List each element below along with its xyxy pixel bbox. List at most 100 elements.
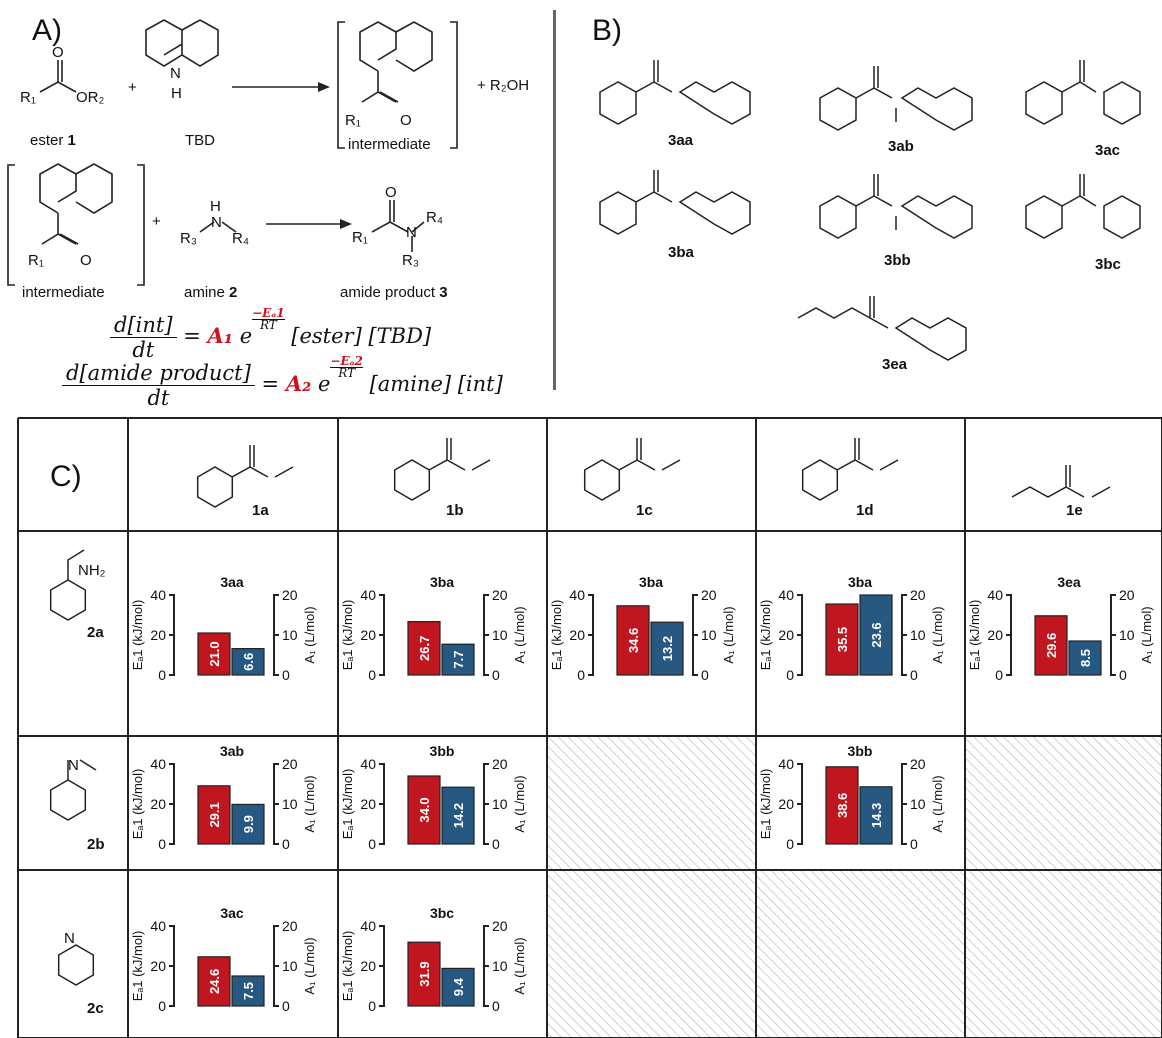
ester-1d-label: 1d [856,502,874,519]
right-axis [483,594,489,676]
ester-caption: ester 1 [30,132,76,149]
right-axis [483,925,489,1007]
amine-n-label: N [211,214,222,231]
left-axis [379,594,385,676]
left-axis [169,925,175,1007]
compound-3aa-label: 3aa [668,132,694,149]
ea-bar [407,620,441,676]
amide-caption: amide product 3 [340,284,448,301]
left-axis-label: Eₐ1 (kJ/mol) [758,769,773,840]
right-tick-label: 20 [282,587,298,603]
ea-value-label: 29.1 [207,802,222,827]
ea-bar [197,785,231,845]
or2-label: OR₂ [76,89,105,106]
intermediate-o-label: O [400,112,412,129]
tbd-n1-label: N [170,65,181,82]
amine-2a-group: NH₂ [78,562,106,579]
a-bar [650,621,684,676]
amide-n-label: N [406,224,417,241]
left-tick-label: 0 [786,836,794,852]
product-label: 3aa [220,574,244,590]
ea-value-label: 34.6 [626,628,641,653]
left-tick-label: 40 [150,587,166,603]
ester-bond-icon [618,438,681,471]
right-tick-label: 0 [910,667,918,683]
a-bar [441,967,475,1007]
right-axis [273,763,279,845]
tbd-h-label: H [171,85,182,102]
ea-bar [407,775,441,845]
compound-3bb-label: 3bb [884,252,911,269]
left-tick-label: 0 [995,667,1003,683]
a-bar [441,643,475,676]
benzene-ring-icon [801,459,839,501]
left-tick-label: 20 [150,958,166,974]
right-tick-label: 10 [282,958,298,974]
right-tick-label: 10 [282,627,298,643]
ea-value-label: 26.7 [417,636,432,661]
left-tick-label: 40 [150,756,166,772]
right-tick-label: 20 [492,918,508,934]
intermediate-r1-label-2: R₁ [28,252,44,269]
right-tick-label: 0 [282,998,290,1014]
right-axis-label: A₁ (L/mol) [512,775,527,832]
left-tick-label: 40 [569,587,585,603]
empty-cell [965,736,1162,870]
left-axis-label: Eₐ1 (kJ/mol) [130,769,145,840]
panel-b-structures [599,60,1141,361]
right-tick-label: 20 [492,587,508,603]
left-tick-label: 0 [368,836,376,852]
intermediate-o-label-2: O [80,252,92,269]
left-axis [1006,594,1012,676]
left-tick-label: 20 [360,796,376,812]
ester-1a-label: 1a [252,502,269,519]
ea-value-label: 35.5 [835,627,850,652]
right-axis-label: A₁ (L/mol) [1139,606,1154,663]
right-tick-label: 20 [1119,587,1135,603]
right-tick-label: 0 [1119,667,1127,683]
right-tick-label: 10 [1119,627,1135,643]
right-tick-label: 10 [910,796,926,812]
left-tick-label: 0 [158,836,166,852]
mini-chart-2a-1e: 3ea 0 20 40 0 10 20 Eₐ1 (kJ/mol) A₁ (L/mol) 29.6 8… [967,574,1154,683]
right-axis [273,594,279,676]
benzene-ring-icon [393,459,431,501]
right-axis-label: A₁ (L/mol) [512,606,527,663]
a-bar [859,594,893,676]
a-value-label: 6.6 [241,653,256,671]
left-tick-label: 0 [577,667,585,683]
amine-2b-group: N [68,757,79,774]
ea-bar [197,632,231,676]
empty-cell [547,870,756,1038]
left-axis [588,594,594,676]
ea-bar [407,941,441,1007]
left-tick-label: 20 [360,958,376,974]
left-tick-label: 40 [150,918,166,934]
amine-2c-group: N [64,930,75,947]
amine-2b-label: 2b [87,836,105,853]
left-tick-label: 20 [987,627,1003,643]
empty-cell [756,870,965,1038]
r1-label: R₁ [20,89,36,106]
mini-chart-2a-1d: 3ba 0 20 40 0 10 20 Eₐ1 (kJ/mol) A₁ (L/mol) 35.5 2… [758,574,945,683]
ea-bar [197,956,231,1007]
benzene-ring-icon [196,466,234,508]
left-axis-label: Eₐ1 (kJ/mol) [130,931,145,1002]
ester-bond-icon [231,445,294,478]
plus-sign-1: + [128,79,137,96]
right-tick-label: 10 [492,627,508,643]
right-axis-label: A₁ (L/mol) [302,775,317,832]
right-tick-label: 10 [492,796,508,812]
benzene-ring-icon [49,579,87,621]
right-tick-label: 20 [701,587,717,603]
right-tick-label: 20 [282,918,298,934]
right-axis [692,594,698,676]
amine-2a-label: 2a [87,624,104,641]
left-tick-label: 40 [778,756,794,772]
mini-chart-2a-1c: 3ba 0 20 40 0 10 20 Eₐ1 (kJ/mol) A₁ (L/mol) 34.6 1… [549,574,736,683]
mini-chart-2b-1a: 3ab 0 20 40 0 10 20 Eₐ1 (kJ/mol) A₁ (L/mol) 29.1 9… [130,743,317,852]
right-tick-label: 0 [701,667,709,683]
right-axis [273,925,279,1007]
product-label: 3bb [848,743,873,759]
rate-equation-1: d[int] dt = A₁ e −Eₐ1 RT [ester] [TBD] [110,307,431,362]
